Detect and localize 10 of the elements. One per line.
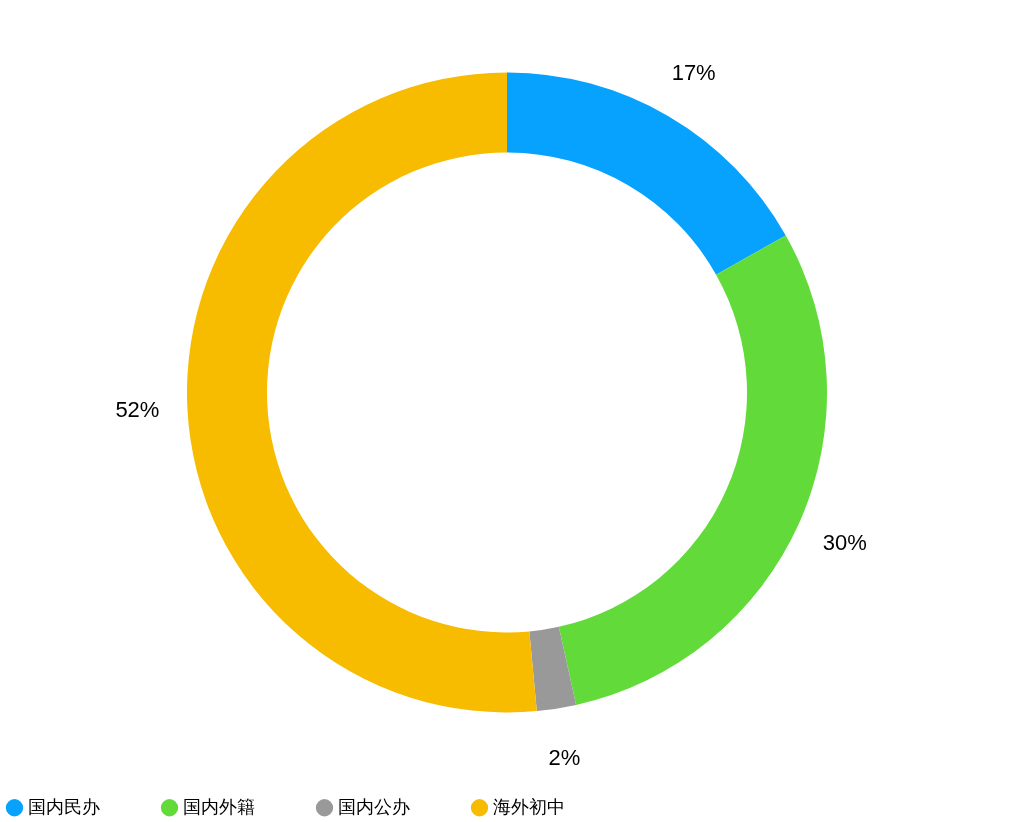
legend-label: 国内民办: [28, 795, 100, 817]
data-label: 17%: [671, 60, 716, 86]
legend-label: 国内外籍: [183, 795, 255, 817]
data-label: 2%: [548, 745, 581, 771]
data-label: 52%: [115, 396, 160, 422]
data-label: 30%: [822, 530, 867, 556]
donut-slice: [529, 626, 577, 712]
legend-label: 海外初中: [493, 795, 565, 817]
donut-slice: [187, 72, 537, 713]
legend-label: 国内公办: [338, 795, 410, 817]
